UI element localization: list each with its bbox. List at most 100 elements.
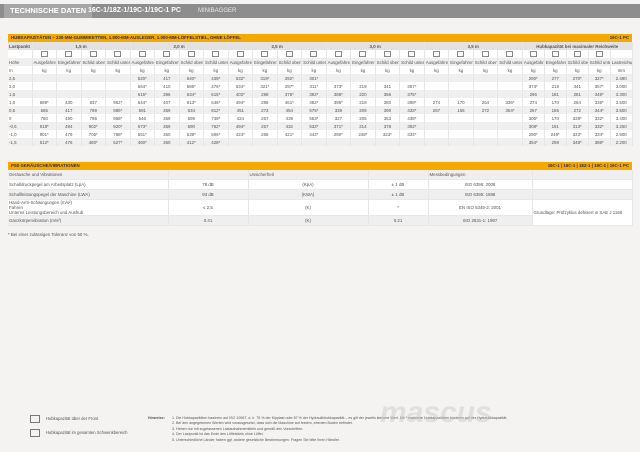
- value-cell: [228, 138, 254, 146]
- value-cell: [497, 82, 523, 90]
- table-row: m kg kg kg kg kg kg kg kg kg kg kg kg kg kg kg kg kg kg kg k…: [8, 66, 633, 74]
- label-line: Unteres Leistungsbereich und Aushub: [9, 210, 84, 215]
- column-label: Ausgefahren: [326, 58, 352, 66]
- value-cell: 599: [179, 114, 205, 122]
- label-line: Hand-Arm-Schwingungen (m/s²): [9, 200, 72, 205]
- column-label: Schild unten: [588, 58, 611, 66]
- value-cell: [448, 82, 474, 90]
- height-cell: -1,5: [8, 138, 33, 146]
- header-subtitle: MINIBAGGER: [198, 8, 237, 14]
- standard-cell: ISO 6395: 1988: [428, 189, 533, 200]
- notes: Hinweise: 1. Die Hubkapazitäten basieren…: [148, 416, 628, 443]
- value-cell: 553*: [301, 114, 327, 122]
- note: 3. Heben nur mit zugelassenen Lastaufnah…: [172, 426, 304, 431]
- column-label: Ausgefahren: [522, 58, 545, 66]
- value-cell: 209: [350, 106, 376, 114]
- row-label: Hand-Arm-Schwingungen (m/s²) Fahren Untere…: [8, 199, 169, 216]
- value-cell: 356: [375, 90, 401, 98]
- value-cell: [375, 74, 401, 82]
- notes-title: Hinweise:: [148, 416, 165, 420]
- max-cell: 332*: [588, 122, 611, 130]
- value-cell: 165: [448, 106, 474, 114]
- max-cell: 2.490: [610, 74, 633, 82]
- distance-header: 3,0 m: [326, 42, 425, 50]
- max-cell: 3.500: [610, 98, 633, 106]
- value-cell: 359: [154, 114, 180, 122]
- value-cell: 451: [228, 106, 254, 114]
- max-cell: 181: [544, 90, 567, 98]
- unit: kg: [350, 66, 376, 74]
- icon: [432, 51, 440, 57]
- note: 4. Der Lastpunkt ist das Ende des Löffel…: [172, 432, 264, 437]
- label-line: Schallleistungspegel der Maschine (LWA): [9, 192, 90, 197]
- table-row: 1,5 615* 396 634* 615* 402* 298 375* 392* 385* 220…: [8, 90, 633, 98]
- value-cell: [473, 122, 499, 130]
- unit: kg: [448, 66, 474, 74]
- value-cell: 311*: [301, 82, 327, 90]
- value-cell: 219: [350, 82, 376, 90]
- table-row: Schallleistungspegel der Maschine (LWA) 9…: [8, 189, 633, 200]
- row-label: Schalldruckpegel am Arbeitsplatz (LpA): [8, 179, 169, 190]
- icon: [334, 51, 342, 57]
- legend: Hubkapazität über der Front Hubkapazität…: [30, 415, 127, 444]
- max-cell: 327*: [588, 74, 611, 82]
- value-cell: 248*: [350, 130, 376, 138]
- table-row: [8, 50, 633, 58]
- value-cell: 360: [154, 138, 180, 146]
- value-cell: 297*: [277, 82, 303, 90]
- column-label: Schild oben: [277, 58, 303, 66]
- max-cell: 332*: [588, 114, 611, 122]
- value-cell: 417: [56, 106, 82, 114]
- icon: [457, 51, 465, 57]
- value-cell: 439*: [203, 74, 229, 82]
- value-cell: 266: [252, 130, 278, 138]
- cell: [532, 170, 633, 180]
- value-cell: 292*: [277, 74, 303, 82]
- value-cell: [448, 122, 474, 130]
- unit: kg: [301, 66, 327, 74]
- unit: m: [8, 66, 33, 74]
- table-row: Geräusche und Vibrationen Unsicherheit Mes…: [8, 170, 633, 180]
- condition-cell: Grundlage: Prüfzyklus definiert in SAE J…: [532, 199, 633, 226]
- watermark: mascus: [380, 396, 492, 429]
- table-row: 0,5 665 417 789 986* 591 359 634 812* 451 273 454 57…: [8, 106, 633, 114]
- max-cell: 272: [566, 106, 589, 114]
- value-cell: 789: [81, 106, 106, 114]
- value-cell: 479: [56, 130, 82, 138]
- column-label: Schild oben: [473, 58, 499, 66]
- value-cell: [81, 74, 106, 82]
- value-cell: 170: [448, 98, 474, 106]
- section-models: 16C-1 | 16C-1 | 18Z-1 | 19C-1 | 19C-1 PC: [547, 163, 629, 168]
- standard-cell: ISO 6396: 2008: [428, 179, 533, 190]
- value-cell: [81, 90, 106, 98]
- icon: [529, 51, 537, 57]
- note: 1. Die Hubkapazitäten basieren auf ISO 1…: [172, 416, 508, 420]
- value-cell: 615*: [130, 90, 156, 98]
- value-cell: 323*: [375, 130, 401, 138]
- cell: [368, 170, 429, 180]
- value-cell: [326, 74, 352, 82]
- column-label: Ausgefahren: [32, 58, 57, 66]
- value-cell: 918*: [32, 122, 57, 130]
- max-cell: 3.300: [610, 90, 633, 98]
- symbol-cell: (K): [248, 215, 369, 226]
- section-bar: PSII GERÄUSCHE/VIBRATIONEN 16C-1 | 16C-1…: [8, 162, 632, 170]
- max-cell: 2.900: [610, 130, 633, 138]
- value-cell: [497, 122, 523, 130]
- value-cell: 264: [473, 98, 499, 106]
- symbol-cell: (KpA): [248, 179, 369, 190]
- unit: kg: [399, 66, 425, 74]
- cell: [56, 50, 82, 58]
- table-row: Höhe Ausgefahren Eingefahren Schild oben Sch…: [8, 58, 633, 66]
- value-cell: 220: [350, 90, 376, 98]
- value-cell: 432: [277, 122, 303, 130]
- value-cell: [105, 74, 131, 82]
- note: 5. Unterschiedliche Länder haben ggf. an…: [172, 437, 340, 442]
- value-cell: 412*: [179, 138, 205, 146]
- lift-table: Lastpunkt 1,5 m 2,0 m 2,5 m 3,0 m 3,5 m Hubkap…: [8, 42, 633, 146]
- value-cell: 371*: [326, 122, 352, 130]
- value-cell: 78 dB: [168, 179, 249, 190]
- value-cell: 615*: [203, 90, 229, 98]
- value-cell: [32, 82, 57, 90]
